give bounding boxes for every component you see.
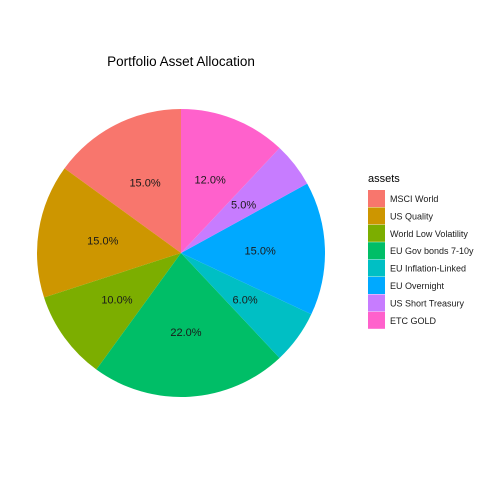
legend-key <box>368 190 385 207</box>
slice-label: 12.0% <box>195 174 226 186</box>
legend-items: MSCI World US Quality World Low Volatility… <box>368 190 474 329</box>
legend-label: World Low Volatility <box>390 229 468 239</box>
legend-key <box>368 207 385 225</box>
legend: assets MSCI World US Quality World Low Vol… <box>368 173 474 329</box>
legend-label: MSCI World <box>390 194 438 204</box>
pie-slice-etc-gold <box>181 109 280 253</box>
legend-key <box>368 294 385 312</box>
legend-key <box>368 277 385 294</box>
legend-key <box>368 224 385 242</box>
pie-slice-eu-overnight <box>181 183 326 315</box>
slice-label: 10.0% <box>101 295 132 307</box>
legend-label: ETC GOLD <box>390 316 437 326</box>
slice-label: 6.0% <box>233 295 258 307</box>
legend-label: EU Inflation-Linked <box>390 264 466 274</box>
legend-key <box>368 242 385 260</box>
chart-title: Portfolio Asset Allocation <box>107 54 255 69</box>
pie-slice-msci-world <box>64 109 181 253</box>
slice-label: 22.0% <box>170 327 201 339</box>
slice-label: 15.0% <box>87 236 118 248</box>
legend-label: EU Gov bonds 7-10y <box>390 246 474 256</box>
legend-title: assets <box>368 173 400 185</box>
legend-key <box>368 259 385 277</box>
slice-label: 5.0% <box>231 199 256 211</box>
legend-label: EU Overnight <box>390 281 445 291</box>
legend-label: US Short Treasury <box>390 298 465 308</box>
pie-slice-world-low-volatility <box>44 253 181 370</box>
pie-slice-eu-inflation-linked <box>181 253 312 358</box>
pie-slices <box>36 109 326 397</box>
pie-slice-us-short-treasury <box>181 148 308 253</box>
slice-label: 15.0% <box>245 246 276 258</box>
legend-key <box>368 311 385 329</box>
slice-label: 15.0% <box>129 177 160 189</box>
pie-slice-eu-gov-bonds-7-10y <box>96 253 280 397</box>
pie-slice-labels: 15.0% 15.0% 10.0% 22.0% 6.0% 15.0% 5.0% 12.0% <box>87 174 276 339</box>
pie-slice-us-quality <box>36 168 181 298</box>
legend-label: US Quality <box>390 211 434 221</box>
